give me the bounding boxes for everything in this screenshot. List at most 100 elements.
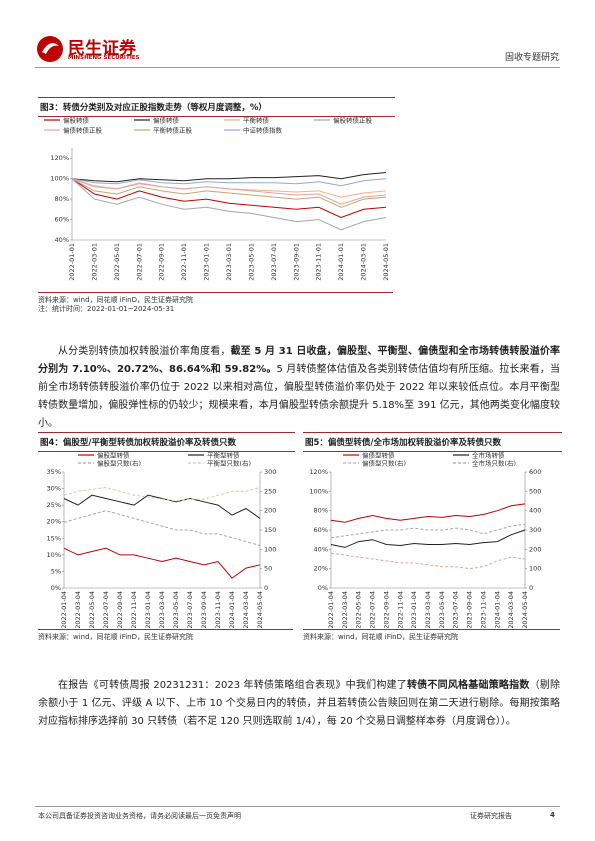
x-tick-label: 2023-05-04 — [172, 591, 180, 628]
paragraph: 在报告《可转债周报 20231231：2023 年转债策略组合表现》中我们构建了… — [38, 677, 560, 731]
legend-label: 偏债转债正股 — [63, 125, 103, 134]
series-line — [71, 178, 387, 231]
x-tick-label: 2024-05-01 — [382, 243, 390, 281]
series-line — [63, 494, 261, 519]
y2-tick-label: 150 — [264, 526, 276, 534]
legend-label: 偏债型只数(右) — [362, 458, 406, 467]
y2-tick-label: 600 — [529, 468, 541, 476]
note: 注：统计时间：2022-01-01~2024-05-31 — [38, 305, 175, 313]
x-tick-label: 2023-05-01 — [247, 243, 255, 281]
series-line — [330, 552, 526, 570]
x-tick-label: 2024-03-01 — [360, 243, 368, 281]
legend-label: 中证转债指数 — [243, 125, 283, 134]
y-tick-label: 0% — [318, 584, 328, 592]
legend-label: 平衡转债正股 — [153, 125, 193, 134]
legend-label: 偏股型只数(右) — [97, 458, 141, 467]
figure-title: 图3：转债分类别及对应正股指数走势（等权月度调整，%） — [38, 97, 395, 117]
text: （剔除余额小于 1 亿元、评级 A 以下、上市 10 个交易日内的转债，并且若转… — [38, 680, 560, 727]
y2-tick-label: 0 — [529, 584, 533, 592]
y2-tick-label: 500 — [529, 487, 541, 495]
legend-label: 偏股转债 — [63, 115, 90, 124]
legend-label: 偏股型转债 — [97, 450, 130, 459]
y2-tick-label: 200 — [529, 545, 541, 553]
x-tick-label: 2022-03-04 — [74, 591, 82, 628]
logo-icon — [37, 36, 63, 62]
y2-tick-label: 300 — [529, 526, 541, 534]
x-tick-label: 2024-05-04 — [521, 591, 529, 628]
x-tick-label: 2023-03-04 — [424, 591, 432, 628]
bold-text: 截至 5 月 31 日收盘，偏股型、平衡型、偏债型和全市场转债转股溢价率分别为 … — [38, 346, 560, 375]
x-tick-label: 2022-01-04 — [60, 591, 68, 628]
y2-tick-label: 200 — [264, 507, 276, 515]
logo-text: 民生证券 — [68, 39, 136, 59]
y-tick-label: 80% — [55, 195, 69, 203]
y-tick-label: 20% — [47, 518, 61, 526]
series-line — [63, 486, 261, 502]
y-tick-label: 5% — [51, 567, 61, 575]
y2-tick-label: 250 — [264, 487, 276, 495]
series-line — [71, 178, 387, 187]
x-tick-label: 2023-09-04 — [466, 591, 474, 628]
chart: 40% 60% 80% 100% 120% 2022-01-01 2022-03-01 202… — [44, 115, 390, 281]
y-tick-label: 120% — [50, 154, 69, 162]
series-line — [330, 503, 526, 523]
x-tick-label: 2022-11-04 — [396, 591, 404, 628]
x-tick-label: 2023-01-04 — [410, 591, 418, 628]
x-tick-label: 2024-05-04 — [256, 591, 264, 628]
x-tick-label: 2022-09-04 — [382, 591, 390, 628]
chart: 0% 5% 10% 15% 20% 25% 30% 35% 0 50 100 150 200 250 300… — [47, 450, 277, 628]
y-tick-label: 100% — [50, 175, 69, 183]
legend-label: 全市场转债 — [472, 450, 505, 459]
x-tick-label: 2022-07-01 — [135, 243, 143, 281]
x-tick-label: 2024-01-01 — [337, 243, 345, 281]
y-tick-label: 120% — [309, 468, 328, 476]
series-line — [330, 529, 526, 548]
text: 在报告《可转债周报 20231231：2023 年转债策略组合表现》中我们构建了 — [58, 680, 407, 691]
y-tick-label: 35% — [47, 468, 61, 476]
x-tick-label: 2022-05-04 — [88, 591, 96, 628]
series-line — [71, 178, 387, 208]
x-tick-label: 2022-05-04 — [355, 591, 363, 628]
x-tick-label: 2022-07-04 — [102, 591, 110, 628]
series-line — [330, 523, 526, 539]
legend-label: 平衡型转债 — [207, 450, 240, 459]
y2-tick-label: 100 — [529, 565, 541, 573]
legend-label: 平衡型只数(右) — [207, 458, 251, 467]
series-line — [71, 178, 387, 205]
text: 5 月转债整体估值及各类别转债估值均有所压缩。拉长来看，当前全市场转债转股溢价率… — [38, 364, 561, 429]
series-line — [63, 510, 261, 546]
x-tick-label: 2022-03-01 — [90, 243, 98, 281]
x-tick-label: 2022-05-01 — [113, 243, 121, 281]
logo-en: MINSHENG SECURITIES — [68, 55, 140, 61]
section-label: 固收专题研究 — [504, 53, 559, 63]
x-tick-label: 2023-07-04 — [452, 591, 460, 628]
legend-label: 全市场只数(右) — [472, 458, 516, 467]
x-tick-label: 2022-11-04 — [130, 591, 138, 628]
page-number: 4 — [550, 811, 555, 819]
y-tick-label: 60% — [55, 216, 69, 224]
x-tick-label: 2024-03-04 — [507, 591, 515, 628]
text: 从分类别转债加权转股溢价率角度看， — [58, 346, 231, 357]
x-tick-label: 2023-07-04 — [186, 591, 194, 628]
footer-rule — [35, 806, 560, 807]
report-type: 证券研究报告 — [470, 812, 512, 820]
x-tick-label: 2023-09-04 — [200, 591, 208, 628]
y-tick-label: 30% — [47, 485, 61, 493]
header-rule — [35, 67, 560, 68]
legend-label: 偏债型转债 — [362, 450, 395, 459]
x-tick-label: 2023-11-01 — [315, 243, 323, 281]
y-tick-label: 0% — [51, 584, 61, 592]
x-tick-label: 2023-01-01 — [203, 243, 211, 281]
x-tick-label: 2023-03-04 — [158, 591, 166, 628]
x-tick-label: 2022-09-01 — [158, 243, 166, 281]
series-line — [71, 178, 387, 219]
y2-tick-label: 400 — [529, 507, 541, 515]
x-tick-label: 2024-01-04 — [493, 591, 501, 628]
x-tick-label: 2022-09-04 — [116, 591, 124, 628]
y-tick-label: 25% — [47, 501, 61, 509]
x-tick-label: 2022-11-01 — [180, 243, 188, 281]
y-tick-label: 40% — [55, 236, 69, 244]
y-tick-label: 40% — [314, 545, 328, 553]
source: 资料来源：wind，同花顺 iFinD，民生证券研究院 — [303, 629, 560, 642]
